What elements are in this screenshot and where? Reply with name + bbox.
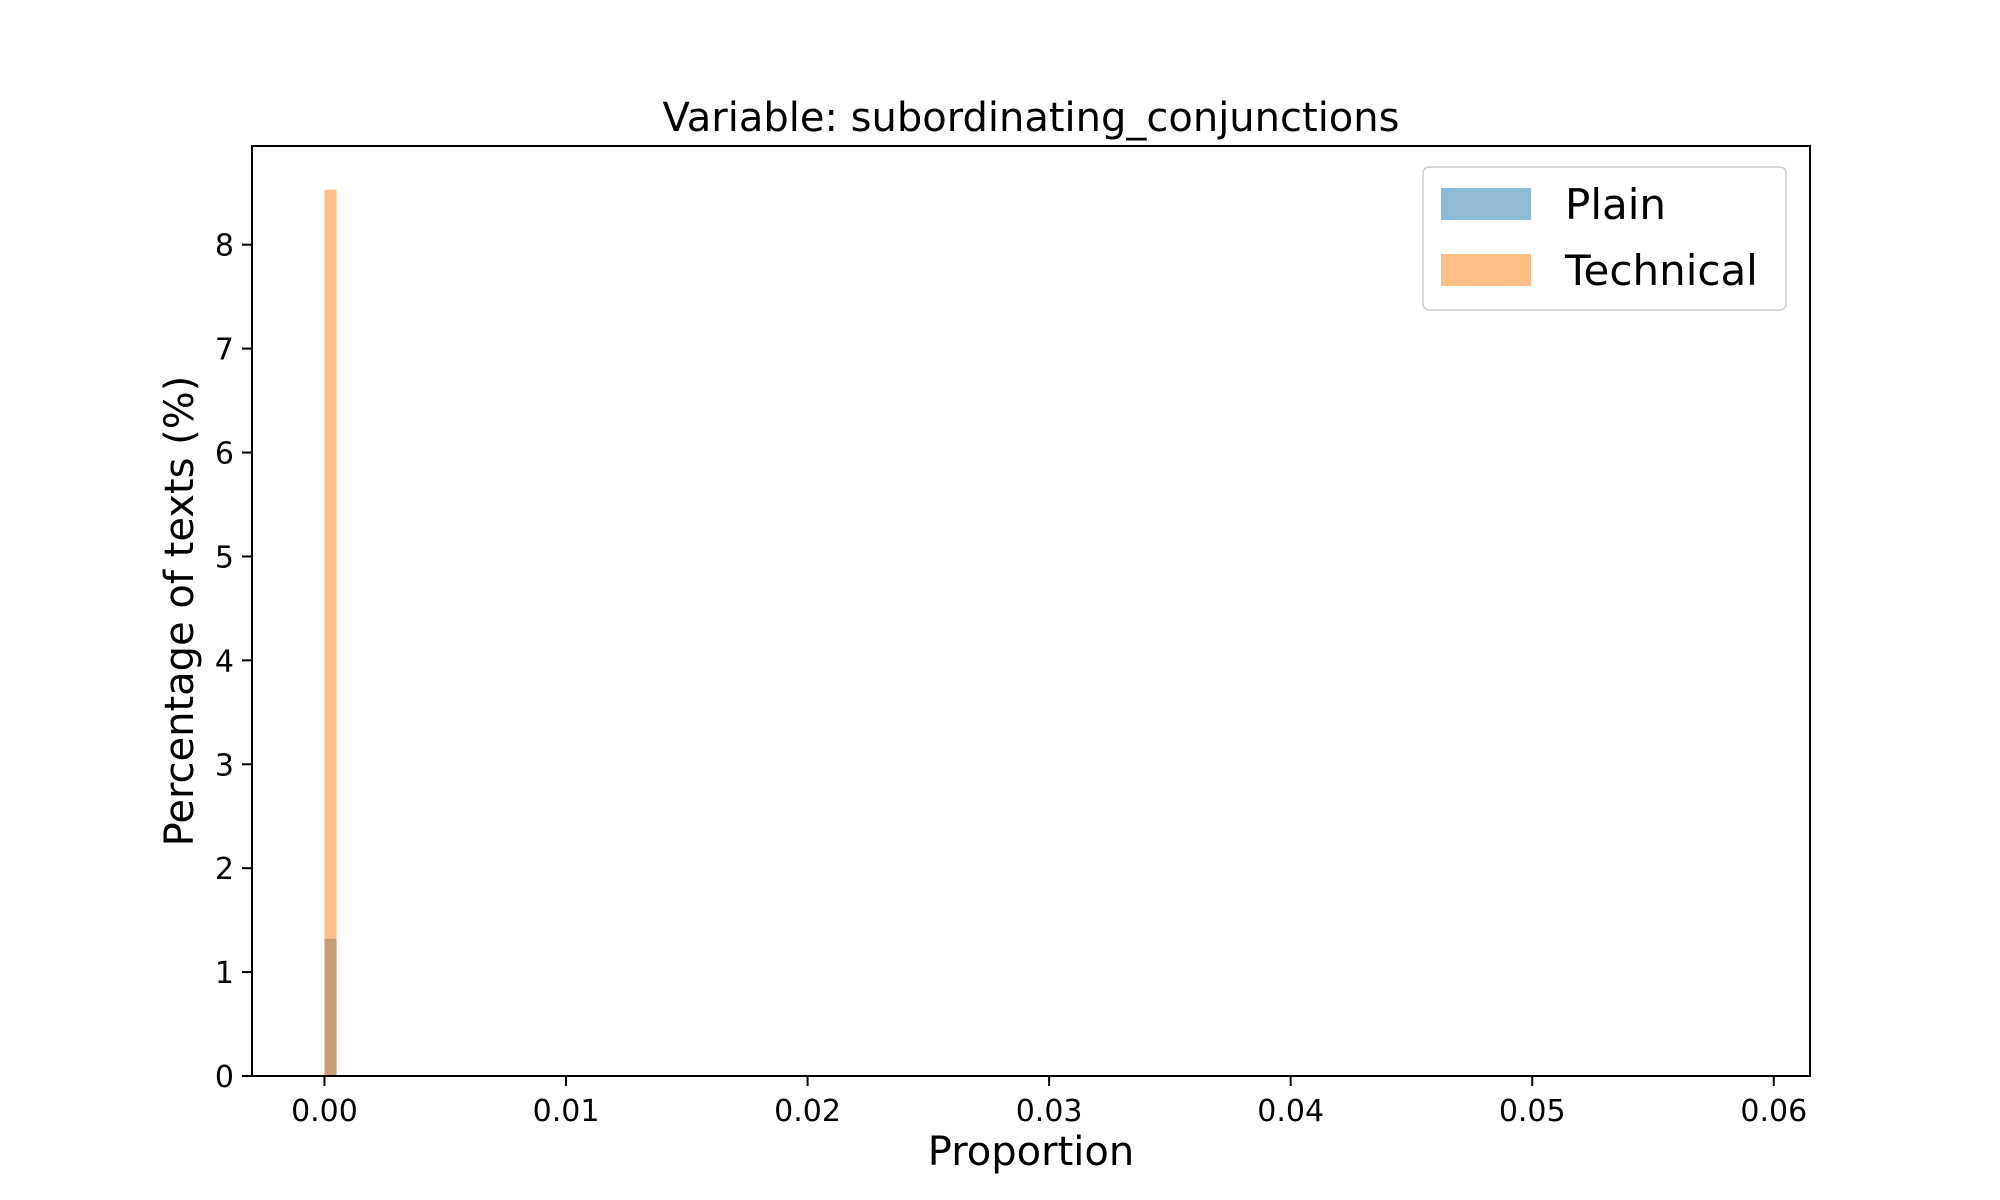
y-tick-label: 1 xyxy=(215,956,234,991)
x-axis: 0.00 0.01 0.02 0.03 0.04 0.05 0.06 xyxy=(291,1076,1807,1129)
series-technical-bars xyxy=(324,189,337,1076)
plot-frame xyxy=(251,145,1811,1077)
x-tick-label: 0.06 xyxy=(1740,1094,1807,1129)
y-axis: 0 1 2 3 4 5 6 7 8 xyxy=(215,229,252,1095)
y-tick-label: 5 xyxy=(215,540,234,575)
x-tick-label: 0.03 xyxy=(1016,1094,1083,1129)
x-tick-label: 0.05 xyxy=(1499,1094,1566,1129)
y-tick-label: 7 xyxy=(215,333,234,368)
y-tick-label: 8 xyxy=(215,229,234,264)
legend-label-plain: Plain xyxy=(1565,180,1666,229)
legend-label-technical: Technical xyxy=(1564,246,1758,295)
x-tick-label: 0.04 xyxy=(1257,1094,1324,1129)
legend-swatch-plain xyxy=(1441,188,1531,220)
legend-swatch-technical xyxy=(1441,254,1531,286)
y-tick-label: 4 xyxy=(215,644,234,679)
x-tick-label: 0.00 xyxy=(291,1094,358,1129)
y-tick-label: 6 xyxy=(215,437,234,472)
y-tick-label: 0 xyxy=(215,1060,234,1095)
chart-title: Variable: subordinating_conjunctions xyxy=(663,95,1400,141)
x-axis-label: Proportion xyxy=(928,1129,1134,1175)
legend: Plain Technical xyxy=(1422,166,1787,311)
x-tick-label: 0.02 xyxy=(774,1094,841,1129)
x-tick-label: 0.01 xyxy=(533,1094,600,1129)
y-axis-label: Percentage of texts (%) xyxy=(157,376,203,847)
bar-technical-0 xyxy=(324,189,337,1076)
y-tick-label: 2 xyxy=(215,852,234,887)
y-tick-label: 3 xyxy=(215,748,234,783)
